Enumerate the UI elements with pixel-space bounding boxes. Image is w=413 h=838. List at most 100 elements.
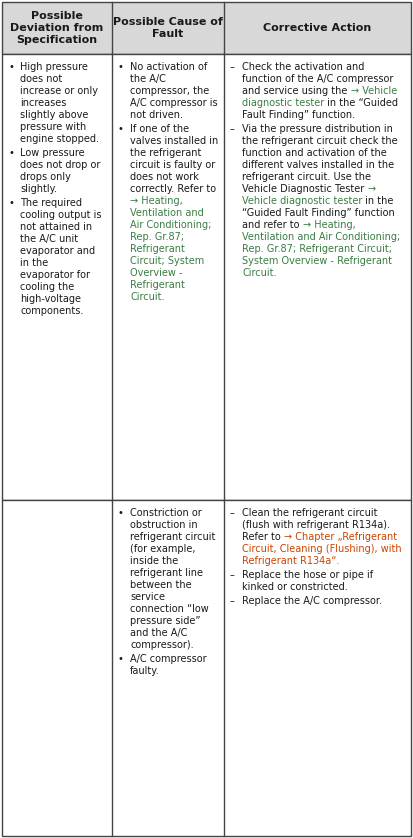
Text: Possible Cause of
Fault: Possible Cause of Fault — [113, 18, 223, 39]
Text: and refer to: and refer to — [242, 220, 303, 230]
Text: → Heating,: → Heating, — [303, 220, 356, 230]
Text: Corrective Action: Corrective Action — [263, 23, 372, 33]
Text: •: • — [8, 198, 14, 208]
Text: Replace the hose or pipe if: Replace the hose or pipe if — [242, 570, 373, 580]
Text: evaporator for: evaporator for — [20, 270, 90, 280]
Text: refrigerant circuit. Use the: refrigerant circuit. Use the — [242, 172, 371, 182]
Text: Ventilation and: Ventilation and — [130, 208, 204, 218]
Text: System Overview - Refrigerant: System Overview - Refrigerant — [242, 256, 392, 266]
Text: cooling output is: cooling output is — [20, 210, 102, 220]
Text: does not drop or: does not drop or — [20, 160, 100, 170]
Text: Clean the refrigerant circuit: Clean the refrigerant circuit — [242, 508, 377, 518]
Text: –: – — [230, 124, 241, 134]
Text: The required: The required — [20, 198, 82, 208]
Text: Possible
Deviation from
Specification: Possible Deviation from Specification — [10, 12, 104, 44]
Text: •: • — [118, 124, 130, 134]
Text: increase or only: increase or only — [20, 86, 98, 96]
Text: → Chapter „Refrigerant: → Chapter „Refrigerant — [284, 532, 397, 542]
Text: correctly. Refer to: correctly. Refer to — [130, 184, 216, 194]
Text: Constriction or: Constriction or — [130, 508, 202, 518]
Text: cooling the: cooling the — [20, 282, 74, 292]
Bar — [2, 54, 411, 500]
Text: –: – — [230, 62, 241, 72]
Text: engine stopped.: engine stopped. — [20, 134, 99, 144]
Text: in the: in the — [20, 257, 48, 267]
Text: Rep. Gr.87; Refrigerant Circuit;: Rep. Gr.87; Refrigerant Circuit; — [242, 244, 392, 254]
Text: does not work: does not work — [130, 172, 199, 182]
Text: Circuit.: Circuit. — [242, 268, 277, 278]
Text: pressure side”: pressure side” — [130, 616, 201, 626]
Text: slightly.: slightly. — [20, 184, 57, 194]
Text: (flush with refrigerant R134a).: (flush with refrigerant R134a). — [242, 520, 390, 530]
Text: different valves installed in the: different valves installed in the — [242, 160, 394, 170]
Text: High pressure: High pressure — [20, 62, 88, 72]
Text: –: – — [230, 596, 241, 606]
Text: inside the: inside the — [130, 556, 178, 566]
Text: faulty.: faulty. — [130, 666, 160, 675]
Bar — [2, 500, 411, 836]
Text: Low pressure: Low pressure — [20, 147, 85, 158]
Text: high-voltage: high-voltage — [20, 293, 81, 303]
Text: –: – — [230, 508, 241, 518]
Text: increases: increases — [20, 98, 66, 108]
Text: the A/C unit: the A/C unit — [20, 234, 78, 244]
Text: in the “Guided: in the “Guided — [324, 98, 399, 108]
Text: (for example,: (for example, — [130, 544, 196, 554]
Text: •: • — [118, 508, 130, 518]
Text: refrigerant circuit: refrigerant circuit — [130, 532, 216, 542]
Text: →: → — [368, 184, 376, 194]
Text: Circuit.: Circuit. — [130, 292, 165, 302]
Text: Circuit, Cleaning (Flushing), with: Circuit, Cleaning (Flushing), with — [242, 544, 402, 554]
Text: → Vehicle: → Vehicle — [351, 86, 397, 96]
Text: Vehicle diagnostic tester: Vehicle diagnostic tester — [242, 196, 363, 206]
Text: slightly above: slightly above — [20, 110, 88, 120]
Text: Refrigerant: Refrigerant — [130, 280, 185, 290]
Text: evaporator and: evaporator and — [20, 246, 95, 256]
Text: A/C compressor is: A/C compressor is — [130, 98, 218, 108]
Text: the refrigerant circuit check the: the refrigerant circuit check the — [242, 136, 398, 146]
Text: service: service — [130, 592, 165, 602]
Text: components.: components. — [20, 306, 83, 316]
Text: diagnostic tester: diagnostic tester — [242, 98, 324, 108]
Text: → Heating,: → Heating, — [130, 196, 183, 206]
Text: Via the pressure distribution in: Via the pressure distribution in — [242, 124, 393, 134]
Text: Fault Finding” function.: Fault Finding” function. — [242, 110, 355, 120]
Text: the refrigerant: the refrigerant — [130, 147, 202, 158]
Text: compressor, the: compressor, the — [130, 86, 209, 96]
Text: connection “low: connection “low — [130, 604, 209, 614]
Text: not driven.: not driven. — [130, 110, 183, 120]
Text: the A/C: the A/C — [130, 74, 166, 84]
Text: Vehicle Diagnostic Tester: Vehicle Diagnostic Tester — [242, 184, 368, 194]
Text: and service using the: and service using the — [242, 86, 351, 96]
Text: kinked or constricted.: kinked or constricted. — [242, 582, 348, 592]
Text: and the A/C: and the A/C — [130, 628, 188, 638]
Text: compressor).: compressor). — [130, 640, 194, 650]
Text: No activation of: No activation of — [130, 62, 207, 72]
Text: Refrigerant: Refrigerant — [130, 244, 185, 254]
Text: Overview -: Overview - — [130, 268, 183, 278]
Text: drops only: drops only — [20, 172, 71, 182]
Text: pressure with: pressure with — [20, 122, 86, 132]
Text: Refer to: Refer to — [242, 532, 284, 542]
Bar — [2, 2, 411, 54]
Text: circuit is faulty or: circuit is faulty or — [130, 160, 215, 170]
Text: A/C compressor: A/C compressor — [130, 654, 207, 664]
Text: Air Conditioning;: Air Conditioning; — [130, 220, 211, 230]
Text: does not: does not — [20, 74, 62, 84]
Text: Replace the A/C compressor.: Replace the A/C compressor. — [242, 596, 382, 606]
Text: not attained in: not attained in — [20, 221, 92, 231]
Text: “Guided Fault Finding” function: “Guided Fault Finding” function — [242, 208, 395, 218]
Text: Ventilation and Air Conditioning;: Ventilation and Air Conditioning; — [242, 232, 400, 242]
Text: If one of the: If one of the — [130, 124, 189, 134]
Text: Rep. Gr.87;: Rep. Gr.87; — [130, 232, 184, 242]
Text: –: – — [230, 570, 241, 580]
Text: •: • — [8, 62, 14, 72]
Text: in the: in the — [363, 196, 394, 206]
Text: Circuit; System: Circuit; System — [130, 256, 204, 266]
Text: Check the activation and: Check the activation and — [242, 62, 365, 72]
Text: valves installed in: valves installed in — [130, 136, 218, 146]
Text: function of the A/C compressor: function of the A/C compressor — [242, 74, 394, 84]
Text: Refrigerant R134a“.: Refrigerant R134a“. — [242, 556, 339, 566]
Text: •: • — [118, 62, 130, 72]
Text: obstruction in: obstruction in — [130, 520, 198, 530]
